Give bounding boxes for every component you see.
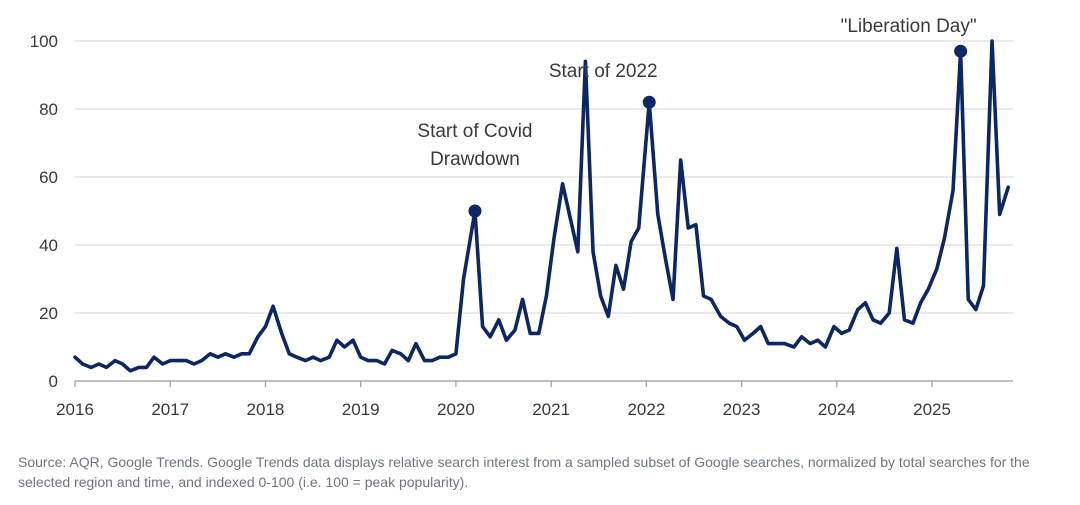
y-tick-label-100: 100 bbox=[30, 32, 58, 51]
annotation-marker-1 bbox=[642, 95, 656, 109]
y-tick-label-40: 40 bbox=[39, 236, 58, 255]
annotation-marker-2 bbox=[954, 44, 968, 58]
x-tick-label-2025: 2025 bbox=[913, 400, 951, 419]
x-tick-label-2019: 2019 bbox=[342, 400, 380, 419]
x-tick-label-2018: 2018 bbox=[247, 400, 285, 419]
annotation-label-1-0: Start of 2022 bbox=[549, 61, 658, 82]
y-tick-label-20: 20 bbox=[39, 304, 58, 323]
line-chart: 0 20 40 60 80 100 2016 2017 2018 2019 2020 2021 2022… bbox=[30, 16, 1013, 419]
x-tick-label-2020: 2020 bbox=[437, 400, 475, 419]
annotation-label-0-1: Drawdown bbox=[430, 149, 520, 170]
x-tick-label-2017: 2017 bbox=[151, 400, 189, 419]
x-tick-label-2021: 2021 bbox=[532, 400, 570, 419]
x-tick-label-2024: 2024 bbox=[818, 400, 856, 419]
y-tick-label-60: 60 bbox=[39, 168, 58, 187]
y-tick-label-80: 80 bbox=[39, 100, 58, 119]
source-note: Source: AQR, Google Trends. Google Trend… bbox=[18, 454, 1030, 490]
x-tick-label-2022: 2022 bbox=[627, 400, 665, 419]
annotation-label-0-0: Start of Covid bbox=[417, 121, 532, 142]
annotation-marker-0 bbox=[468, 204, 482, 218]
y-tick-label-0: 0 bbox=[49, 372, 58, 391]
series-line-0 bbox=[73, 39, 1011, 373]
annotation-label-2-0: "Liberation Day" bbox=[841, 16, 977, 37]
x-tick-label-2023: 2023 bbox=[723, 400, 761, 419]
chart-area: 0 20 40 60 80 100 2016 2017 2018 2019 2020 2021 2022… bbox=[30, 16, 1013, 419]
x-tick-label-2016: 2016 bbox=[56, 400, 94, 419]
